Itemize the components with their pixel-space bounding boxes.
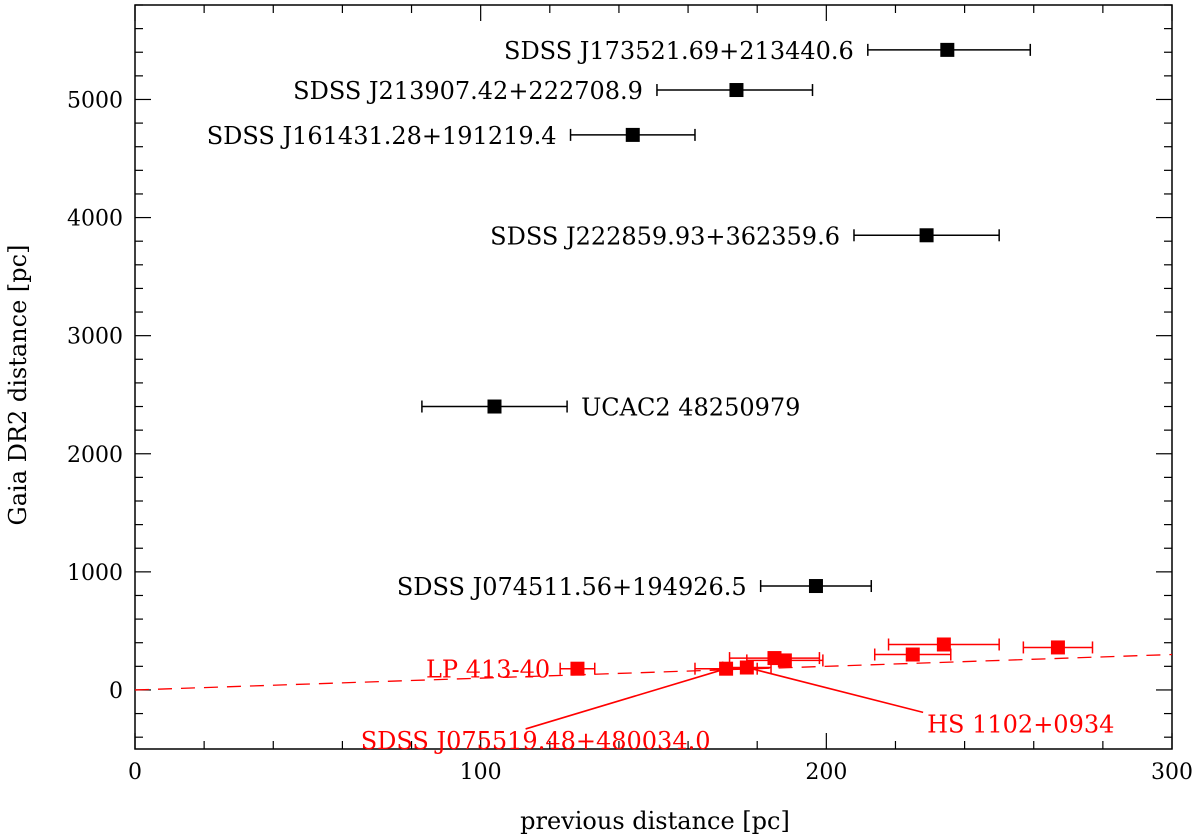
data-point bbox=[936, 637, 951, 652]
data-point bbox=[719, 661, 734, 676]
plot-frame bbox=[134, 4, 1173, 750]
x-tick-label: 300 bbox=[1151, 760, 1193, 785]
y-tick-label: 0 bbox=[109, 679, 123, 704]
data-point bbox=[919, 228, 934, 243]
point-label: SDSS J161431.28+191219.4 bbox=[207, 122, 557, 150]
one-to-one-line bbox=[134, 653, 1173, 691]
data-point bbox=[808, 579, 823, 594]
data-point bbox=[777, 653, 792, 668]
point-label: SDSS J074511.56+194926.5 bbox=[397, 573, 747, 601]
y-tick-label: 2000 bbox=[67, 443, 123, 468]
data-point bbox=[625, 127, 640, 142]
callout-label: HS 1102+0934 bbox=[927, 710, 1114, 738]
callout-label: SDSS J075519.48+480034.0 bbox=[361, 727, 711, 755]
x-axis-title: previous distance [pc] bbox=[520, 807, 790, 835]
y-tick-label: 5000 bbox=[67, 88, 123, 113]
y-tick-label: 4000 bbox=[67, 207, 123, 232]
data-point bbox=[940, 42, 955, 57]
data-point bbox=[570, 661, 585, 676]
point-label: SDSS J173521.69+213440.6 bbox=[504, 37, 854, 65]
x-tick-label: 200 bbox=[805, 760, 847, 785]
point-label: SDSS J213907.42+222708.9 bbox=[293, 77, 643, 105]
data-point bbox=[729, 83, 744, 98]
point-label: LP 413-40 bbox=[426, 656, 550, 684]
y-tick-label: 3000 bbox=[67, 325, 123, 350]
data-point bbox=[739, 660, 754, 675]
data-point bbox=[1050, 640, 1065, 655]
callout-line bbox=[525, 667, 727, 730]
callout-line bbox=[746, 666, 924, 714]
y-axis-title: Gaia DR2 distance [pc] bbox=[4, 245, 32, 526]
x-tick-label: 0 bbox=[128, 760, 142, 785]
data-point bbox=[905, 647, 920, 662]
point-label: SDSS J222859.93+362359.6 bbox=[490, 222, 840, 250]
y-tick-label: 1000 bbox=[67, 561, 123, 586]
point-label: UCAC2 48250979 bbox=[581, 394, 800, 422]
data-point bbox=[487, 399, 502, 414]
x-tick-label: 100 bbox=[460, 760, 502, 785]
